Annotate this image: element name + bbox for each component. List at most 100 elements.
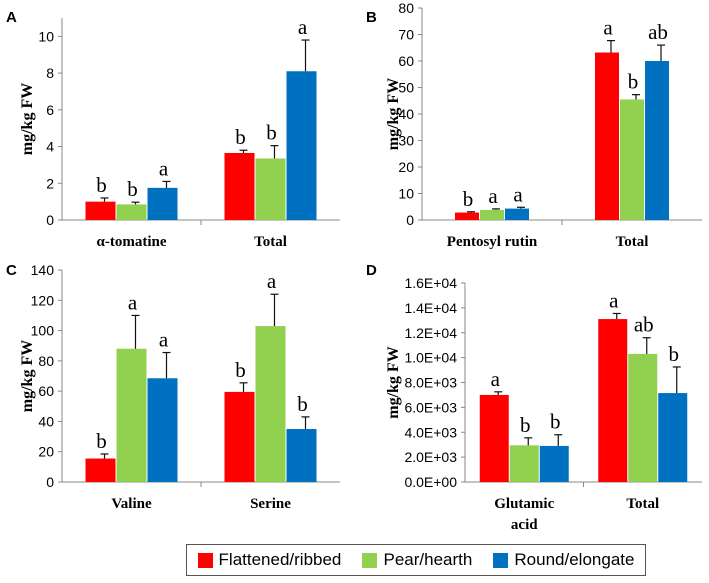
legend-swatch-flattened [197, 552, 213, 568]
panel-d-chart: Dmg/kg FW 0.0E+00 2.0E+03 4.0E+03 6.0E+03 8.0… [366, 262, 702, 533]
bar-a-1-1 [255, 158, 286, 220]
y-tick-label-a: 4 [46, 139, 54, 155]
bar-c-1-1 [255, 326, 286, 482]
y-tick-label-d: 1.0E+04 [404, 350, 457, 366]
bar-b-1-0 [595, 52, 619, 220]
y-axis-label-d: mg/kg FW [385, 346, 402, 418]
y-tick-label-b: 20 [398, 159, 414, 175]
y-tick-label-b: 50 [398, 80, 414, 96]
panel-c-chart: Cmg/kg FW020406080100120140baaValinebabS… [6, 262, 340, 512]
bar-b-0-1 [480, 209, 504, 220]
legend-entry-flattened: Flattened/ribbed [197, 550, 342, 570]
bar-c-0-0 [85, 458, 116, 482]
category-label-a: Total [254, 234, 287, 250]
y-tick-label-c: 140 [31, 262, 55, 278]
significance-label-a: b [96, 173, 107, 197]
bar-d-1-2 [658, 393, 688, 482]
legend: Flattened/ribbed Pear/hearth Round/elong… [186, 544, 646, 576]
bar-a-1-0 [224, 152, 255, 220]
significance-label-b: b [463, 187, 474, 211]
category-label-a: α-tomatine [96, 234, 166, 250]
legend-label-round: Round/elongate [514, 550, 635, 569]
y-axis-label-c: mg/kg FW [19, 340, 36, 412]
significance-label-d: a [491, 367, 501, 391]
y-tick-label-b: 0 [406, 212, 414, 228]
significance-label-c: a [159, 328, 169, 352]
significance-label-c: b [297, 392, 308, 416]
bar-a-0-2 [147, 187, 178, 220]
significance-label-b: a [603, 16, 613, 40]
significance-label-b: ab [648, 20, 668, 44]
y-tick-label-b: 70 [398, 27, 414, 43]
y-tick-label-d: 1.2E+04 [404, 325, 457, 341]
legend-entry-round: Round/elongate [493, 550, 634, 570]
y-tick-label-a: 6 [46, 102, 54, 118]
significance-label-d: a [609, 288, 619, 312]
bar-d-0-1 [509, 445, 539, 482]
y-tick-label-c: 0 [46, 474, 54, 490]
significance-label-c: a [128, 290, 138, 314]
bar-b-1-1 [620, 99, 644, 220]
bar-c-0-1 [116, 348, 147, 482]
y-tick-label-b: 60 [398, 53, 414, 69]
y-tick-label-c: 80 [38, 353, 54, 369]
panel-letter-d: D [366, 262, 377, 279]
category-label-d: Glutamic acid [494, 496, 554, 533]
y-tick-label-c: 60 [38, 383, 54, 399]
significance-label-d: b [550, 410, 561, 434]
panel-letter-b: B [366, 9, 377, 26]
bar-d-1-1 [628, 353, 658, 482]
bar-b-1-2 [645, 61, 669, 220]
significance-label-a: b [235, 125, 246, 149]
y-tick-label-d: 1.6E+04 [404, 275, 457, 291]
legend-label-flattened: Flattened/ribbed [218, 550, 342, 569]
category-label-d: Total [626, 496, 659, 512]
legend-swatch-round [493, 552, 509, 568]
y-tick-label-d: 0.0E+00 [404, 474, 457, 490]
bar-b-0-0 [455, 212, 479, 220]
bar-a-0-0 [85, 201, 116, 220]
y-tick-label-b: 40 [398, 106, 414, 122]
bar-d-1-0 [598, 319, 628, 482]
y-tick-label-c: 120 [31, 292, 55, 308]
significance-label-a: b [127, 177, 138, 201]
significance-label-c: b [235, 358, 246, 382]
panel-letter-c: C [6, 262, 17, 279]
category-label-b: Pentosyl rutin [447, 234, 538, 250]
significance-label-c: b [96, 429, 107, 453]
y-tick-label-b: 10 [398, 186, 414, 202]
bar-d-0-2 [539, 445, 569, 482]
significance-label-d: b [669, 342, 680, 366]
bar-a-1-2 [286, 71, 317, 220]
significance-label-b: b [628, 70, 639, 94]
legend-entry-pear: Pear/hearth [362, 550, 472, 570]
bar-c-0-2 [147, 378, 178, 482]
y-tick-label-c: 100 [31, 323, 55, 339]
y-tick-label-b: 30 [398, 133, 414, 149]
category-label-c: Serine [250, 496, 291, 512]
bar-d-0-0 [479, 394, 509, 482]
bar-b-0-2 [505, 208, 529, 220]
y-tick-label-d: 6.0E+03 [404, 399, 457, 415]
y-tick-label-a: 8 [46, 65, 54, 81]
bar-a-0-1 [116, 204, 147, 220]
y-tick-label-c: 40 [38, 413, 54, 429]
bar-c-1-2 [286, 429, 317, 482]
y-tick-label-b: 80 [398, 0, 414, 16]
significance-label-c: a [267, 269, 277, 293]
legend-label-pear: Pear/hearth [383, 550, 473, 569]
y-tick-label-d: 2.0E+03 [404, 449, 457, 465]
panel-letter-a: A [6, 9, 17, 26]
category-label-c: Valine [111, 496, 152, 512]
y-axis-label-b: mg/kg FW [385, 78, 402, 150]
significance-label-b: a [488, 184, 498, 208]
y-axis-label-a: mg/kg FW [19, 83, 36, 155]
category-label-b: Total [616, 234, 649, 250]
bar-c-1-0 [224, 391, 255, 482]
legend-swatch-pear [362, 552, 378, 568]
y-tick-label-a: 0 [46, 212, 54, 228]
y-tick-label-c: 20 [38, 444, 54, 460]
